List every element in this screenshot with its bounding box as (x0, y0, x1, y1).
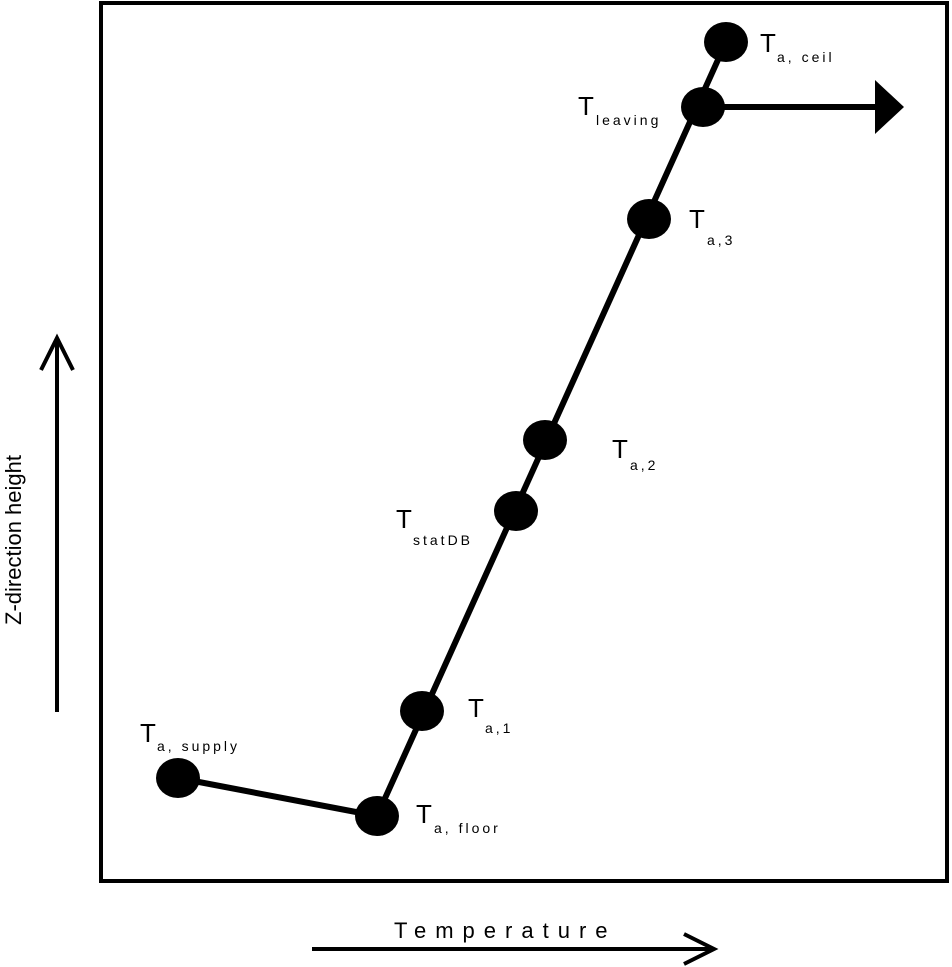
height-axis-title: Z-direction height (1, 455, 26, 625)
label-a3-symbol: T (689, 204, 705, 234)
temperature-axis-arrow-head (683, 932, 719, 966)
height-axis-arrow-head (39, 333, 75, 371)
label-a2-subscript: a,2 (630, 457, 658, 473)
label-a2-symbol: T (612, 434, 628, 464)
label-a1-subscript: a,1 (485, 720, 513, 736)
label-supply-symbol: T (140, 718, 156, 748)
label-a1-symbol: T (468, 693, 484, 723)
label-statdb-subscript: statDB (413, 532, 473, 548)
label-supply-subscript: a, supply (157, 738, 240, 754)
label-leaving-subscript: leaving (596, 112, 661, 128)
node-floor (355, 796, 399, 836)
label-ceil-symbol: T (760, 28, 776, 58)
supply-to-floor-line (177, 775, 378, 819)
node-supply (156, 758, 200, 798)
temperature-axis-title: Temperature (394, 918, 617, 943)
node-leaving (681, 87, 725, 127)
plot-frame (99, 1, 949, 883)
node-statdb (494, 491, 538, 531)
node-ceil (704, 22, 748, 62)
label-statdb-symbol: T (396, 504, 412, 534)
node-a2 (523, 420, 567, 460)
label-a3-subscript: a,3 (707, 232, 735, 248)
leaving-arrow-head (875, 80, 904, 134)
label-leaving-symbol: T (578, 91, 594, 121)
label-floor-symbol: T (416, 799, 432, 829)
node-a3 (627, 199, 671, 239)
label-floor-subscript: a, floor (434, 820, 501, 836)
node-a1 (400, 691, 444, 731)
label-ceil-subscript: a, ceil (777, 49, 835, 65)
